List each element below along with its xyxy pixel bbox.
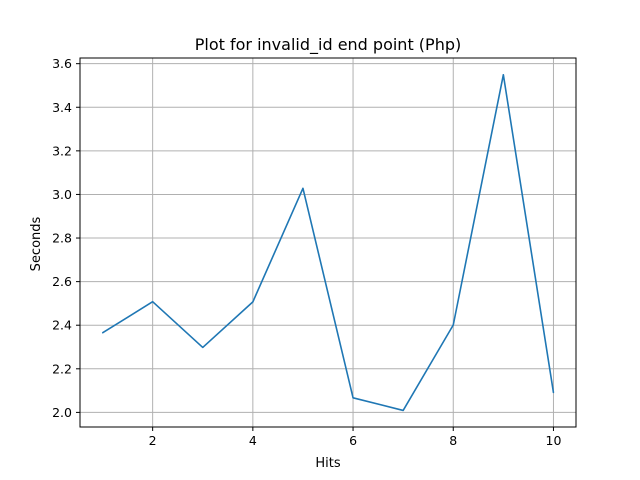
y-tick-label: 3.2: [52, 143, 72, 158]
data-point: [152, 301, 154, 303]
data-point: [352, 397, 354, 399]
x-tick-label: 2: [149, 433, 157, 448]
y-tick-label: 3.4: [52, 100, 72, 115]
y-tick-label: 3.0: [52, 187, 72, 202]
y-tick-label: 2.0: [52, 405, 72, 420]
tick-marks: 2 4 6 8 10 2.0 2.2 2.4 2.6 2.8 3.0 3.2 3.4 3.6: [52, 56, 561, 448]
data-point: [552, 391, 555, 394]
data-point: [302, 187, 304, 189]
y-axis-label: Seconds: [29, 216, 44, 271]
series-layer: [101, 73, 555, 412]
chart-title: Plot for invalid_id end point (Php): [195, 35, 461, 55]
x-tick-label: 6: [349, 433, 357, 448]
y-tick-label: 2.2: [52, 361, 72, 376]
y-tick-label: 2.6: [52, 274, 72, 289]
series-line: [102, 73, 555, 412]
y-tick-label: 2.8: [52, 231, 72, 246]
x-tick-label: 8: [449, 433, 457, 448]
data-point: [252, 301, 254, 303]
data-point: [202, 346, 204, 349]
data-point: [101, 332, 104, 334]
x-axis-label: Hits: [315, 456, 340, 471]
data-point: [452, 324, 454, 326]
y-tick-label: 2.4: [52, 318, 72, 333]
y-tick-label: 3.6: [52, 56, 72, 71]
x-tick-label: 10: [546, 433, 562, 448]
data-point: [502, 74, 504, 76]
plot-frame: [79, 57, 577, 428]
x-tick-label: 4: [249, 433, 257, 448]
grid-lines: [80, 58, 576, 427]
data-point: [402, 409, 404, 412]
